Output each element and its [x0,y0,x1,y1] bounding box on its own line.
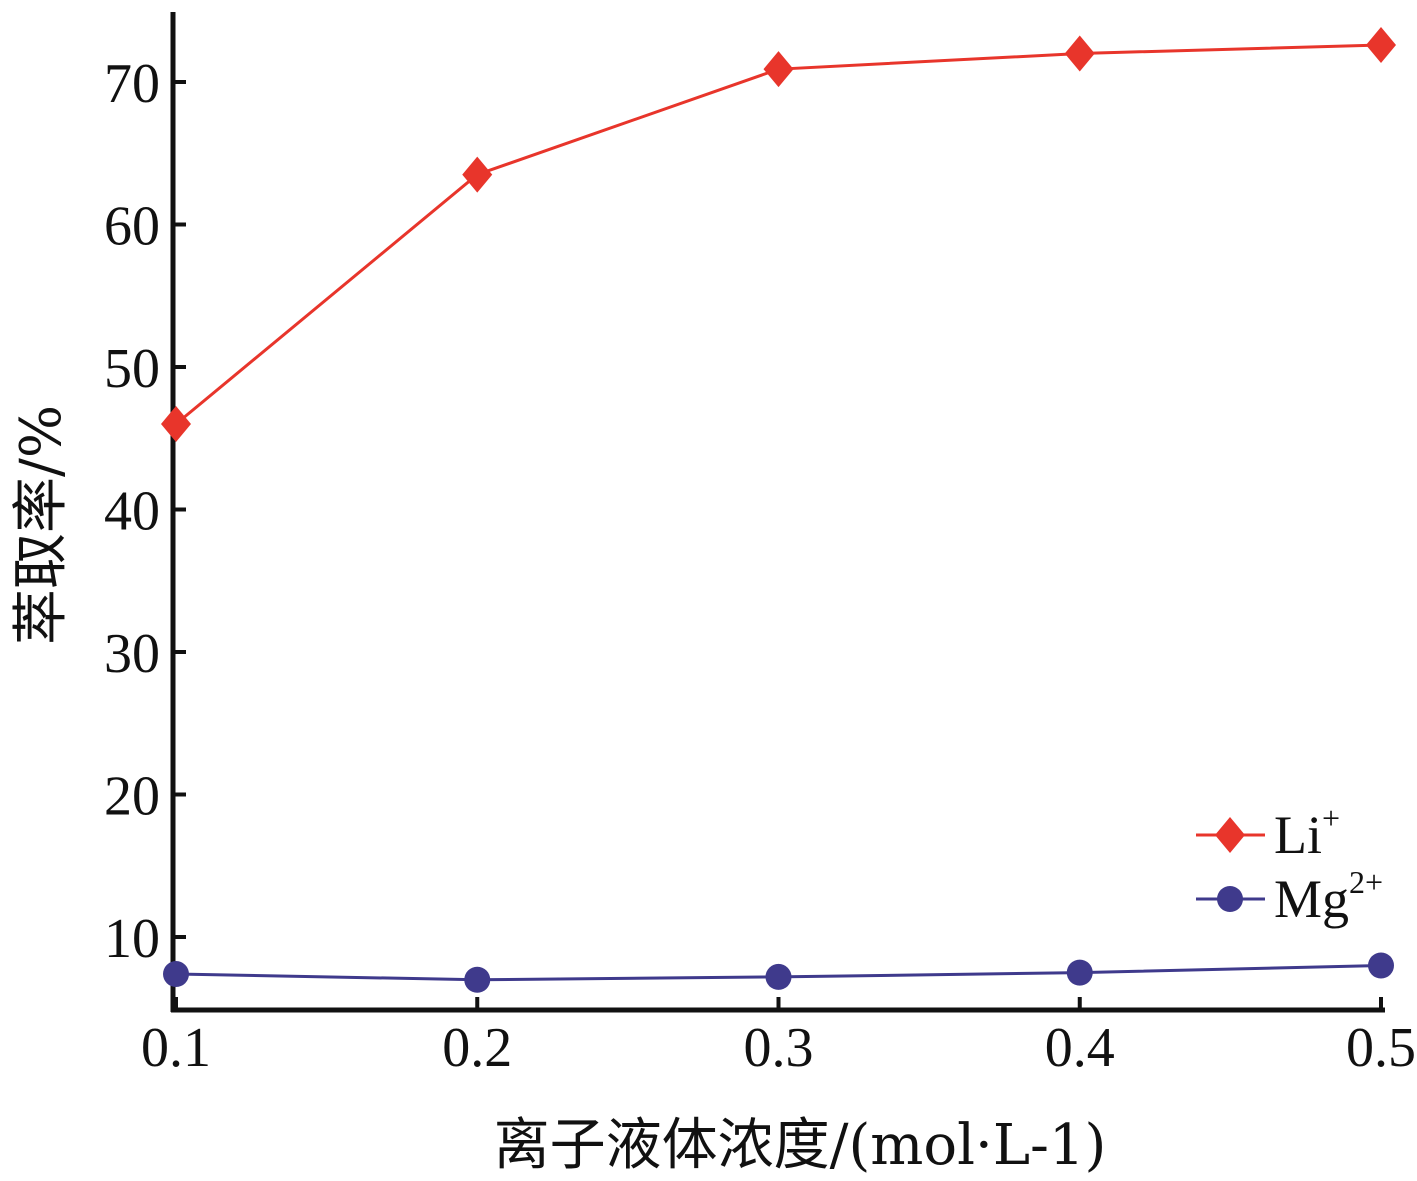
y-tick-label: 10 [104,908,160,970]
legend-item-mg: Mg2+ [1196,864,1383,929]
data-point-diamond [161,406,191,442]
x-tick-label: 0.4 [1045,1017,1115,1079]
data-point-circle [1368,952,1394,979]
legend-label-mg-base: Mg [1274,869,1349,929]
x-ticks: 0.1 0.2 0.3 0.4 0.5 [141,997,1416,1079]
series-layer [161,26,1396,993]
y-tick-label: 20 [104,766,160,828]
legend-label-li: Li+ [1274,800,1340,865]
x-tick-label: 0.5 [1346,1017,1416,1079]
data-point-circle [765,963,792,990]
axes [170,12,1385,1013]
y-tick-label: 70 [104,53,160,115]
data-point-circle [163,961,189,988]
legend-label-mg-sup: 2+ [1349,864,1383,900]
legend-label-li-base: Li [1274,805,1322,865]
x-tick-label: 0.3 [744,1017,814,1079]
y-tick-label: 60 [104,196,160,258]
data-point-diamond [763,51,794,88]
legend-diamond-li-icon [1215,817,1245,853]
y-tick-label: 40 [104,481,160,543]
legend-label-mg: Mg2+ [1274,864,1383,929]
x-axis-title: 离子液体浓度/(mol·L-1) [494,1113,1107,1178]
data-point-diamond [1064,35,1095,72]
data-point-diamond [1366,26,1396,63]
legend-item-li: Li+ [1196,800,1340,865]
y-ticks: 10 20 30 40 50 60 70 [104,53,186,970]
data-point-circle [464,966,491,993]
y-axis-title: 萃取率/% [9,405,74,645]
legend-circle-mg-icon [1217,886,1243,912]
x-tick-label: 0.1 [141,1017,211,1079]
y-tick-label: 50 [104,338,160,400]
legend-label-li-sup: + [1322,800,1340,836]
y-tick-label: 30 [104,623,160,685]
legend: Li+ Mg2+ [1196,800,1383,929]
data-point-circle [1066,959,1093,986]
x-tick-label: 0.2 [442,1017,512,1079]
series-line-0 [175,43,1382,426]
data-point-diamond [462,156,493,193]
